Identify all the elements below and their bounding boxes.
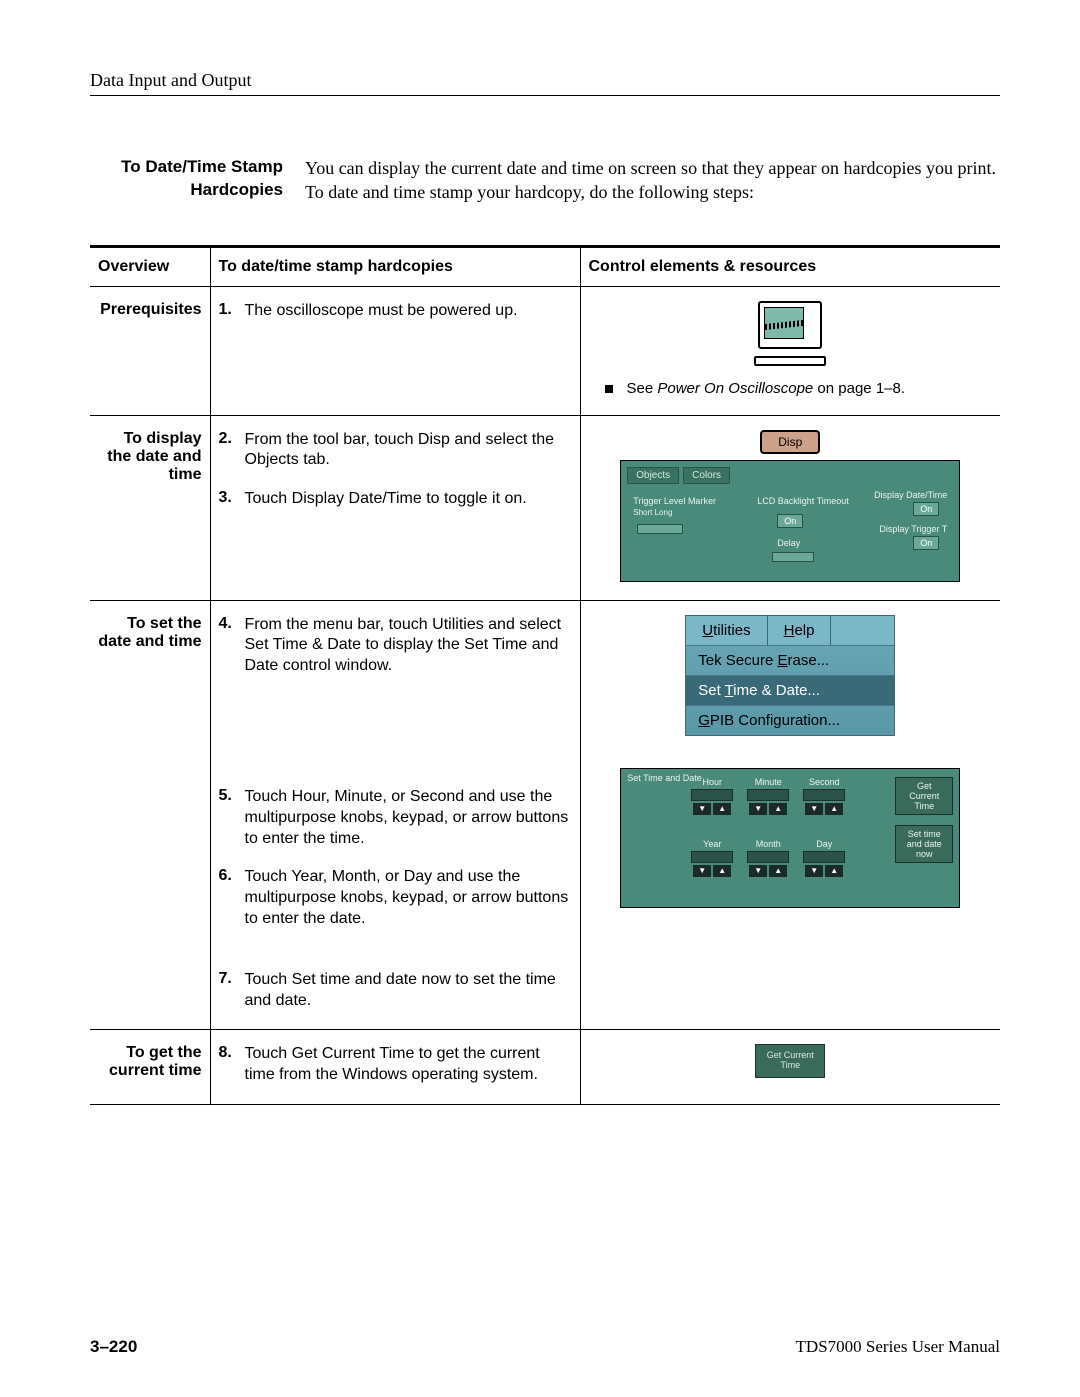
step-item: 2.From the tool bar, touch Disp and sele… bbox=[219, 430, 572, 472]
step-number: 2. bbox=[219, 430, 245, 472]
oscilloscope-icon bbox=[750, 301, 830, 366]
menu-top-item: Utilities bbox=[686, 616, 767, 645]
intro-label-line1: To Date/Time Stamp bbox=[121, 157, 283, 176]
date-group: Year▼▲ bbox=[691, 839, 733, 877]
steps-cell: 1.The oscilloscope must be powered up. bbox=[210, 286, 580, 415]
disp-screenshot: DispObjectsColorsTrigger Level MarkerSho… bbox=[620, 430, 960, 582]
menu-item: GPIB Configuration... bbox=[686, 705, 894, 735]
step-number: 1. bbox=[219, 301, 245, 322]
step-item: 1.The oscilloscope must be powered up. bbox=[219, 301, 572, 322]
page-header: Data Input and Output bbox=[90, 70, 1000, 96]
step-item: 6.Touch Year, Month, or Day and use the … bbox=[219, 867, 572, 929]
step-item: 3.Touch Display Date/Time to toggle it o… bbox=[219, 489, 572, 510]
control-cell: UtilitiesHelpTek Secure Erase...Set Time… bbox=[580, 600, 1000, 1030]
time-group: Hour▼▲ bbox=[691, 777, 733, 815]
intro-text: You can display the current date and tim… bbox=[305, 156, 1000, 205]
step-text: From the menu bar, touch Utilities and s… bbox=[245, 615, 572, 677]
table-row: Prerequisites 1.The oscilloscope must be … bbox=[90, 286, 1000, 415]
steps-cell: 2.From the tool bar, touch Disp and sele… bbox=[210, 415, 580, 600]
menu-item: Set Time & Date... bbox=[686, 675, 894, 705]
disp-tab: Colors bbox=[683, 467, 730, 484]
step-number: 5. bbox=[219, 787, 245, 849]
step-text: Touch Set time and date now to set the t… bbox=[245, 970, 572, 1012]
control-cell: DispObjectsColorsTrigger Level MarkerSho… bbox=[580, 415, 1000, 600]
intro-label: To Date/Time Stamp Hardcopies bbox=[90, 156, 305, 205]
steps-cell: 8.Touch Get Current Time to get the curr… bbox=[210, 1030, 580, 1105]
step-item: 8.Touch Get Current Time to get the curr… bbox=[219, 1044, 572, 1086]
bullet-icon bbox=[605, 385, 613, 393]
step-text: From the tool bar, touch Disp and select… bbox=[245, 430, 572, 472]
step-number: 4. bbox=[219, 615, 245, 677]
table-row: To get the current time8.Touch Get Curre… bbox=[90, 1030, 1000, 1105]
disp-tab: Objects bbox=[627, 467, 679, 484]
control-cell: See Power On Oscilloscope on page 1–8. bbox=[580, 286, 1000, 415]
intro-block: To Date/Time Stamp Hardcopies You can di… bbox=[90, 156, 1000, 205]
step-number: 3. bbox=[219, 489, 245, 510]
overview-cell: To display the date and time bbox=[90, 415, 210, 600]
manual-title: TDS7000 Series User Manual bbox=[796, 1337, 1000, 1357]
col-header-steps: To date/time stamp hardcopies bbox=[210, 246, 580, 286]
step-text: Touch Get Current Time to get the curren… bbox=[245, 1044, 572, 1086]
overview-cell: To get the current time bbox=[90, 1030, 210, 1105]
menu-top-item: Help bbox=[768, 616, 832, 645]
step-text: The oscilloscope must be powered up. bbox=[245, 301, 572, 322]
overview-cell: Prerequisites bbox=[90, 286, 210, 415]
set-time-date-now-btn: Set time and date now bbox=[895, 825, 953, 863]
set-time-date-panel: Set Time and DateHour▼▲Minute▼▲Second▼▲Y… bbox=[620, 768, 960, 908]
disp-button: Disp bbox=[760, 430, 820, 454]
time-group: Second▼▲ bbox=[803, 777, 845, 815]
step-text: Touch Hour, Minute, or Second and use th… bbox=[245, 787, 572, 849]
date-group: Day▼▲ bbox=[803, 839, 845, 877]
section-title: Data Input and Output bbox=[90, 70, 251, 90]
menu-item: Tek Secure Erase... bbox=[686, 645, 894, 675]
col-header-overview: Overview bbox=[90, 246, 210, 286]
page-number: 3–220 bbox=[90, 1337, 137, 1357]
bullet-text: See Power On Oscilloscope on page 1–8. bbox=[627, 380, 906, 397]
table-row: To set the date and time4.From the menu … bbox=[90, 600, 1000, 1030]
overview-cell: To set the date and time bbox=[90, 600, 210, 1030]
intro-label-line2: Hardcopies bbox=[190, 180, 283, 199]
step-text: Touch Year, Month, or Day and use the mu… bbox=[245, 867, 572, 929]
step-item: 7.Touch Set time and date now to set the… bbox=[219, 970, 572, 1012]
step-number: 7. bbox=[219, 970, 245, 1012]
utilities-menu: UtilitiesHelpTek Secure Erase...Set Time… bbox=[685, 615, 895, 736]
resource-bullet: See Power On Oscilloscope on page 1–8. bbox=[605, 380, 906, 397]
procedure-table: Overview To date/time stamp hardcopies C… bbox=[90, 245, 1000, 1105]
get-current-time-button: Get CurrentTime bbox=[755, 1044, 825, 1078]
table-row: To display the date and time2.From the t… bbox=[90, 415, 1000, 600]
step-number: 6. bbox=[219, 867, 245, 929]
control-cell: Get CurrentTime bbox=[580, 1030, 1000, 1105]
page-footer: 3–220 TDS7000 Series User Manual bbox=[90, 1337, 1000, 1357]
step-item: 4.From the menu bar, touch Utilities and… bbox=[219, 615, 572, 677]
steps-cell: 4.From the menu bar, touch Utilities and… bbox=[210, 600, 580, 1030]
col-header-control: Control elements & resources bbox=[580, 246, 1000, 286]
get-current-time-btn: Get Current Time bbox=[895, 777, 953, 815]
step-number: 8. bbox=[219, 1044, 245, 1086]
time-group: Minute▼▲ bbox=[747, 777, 789, 815]
step-item: 5.Touch Hour, Minute, or Second and use … bbox=[219, 787, 572, 849]
date-group: Month▼▲ bbox=[747, 839, 789, 877]
step-text: Touch Display Date/Time to toggle it on. bbox=[245, 489, 572, 510]
